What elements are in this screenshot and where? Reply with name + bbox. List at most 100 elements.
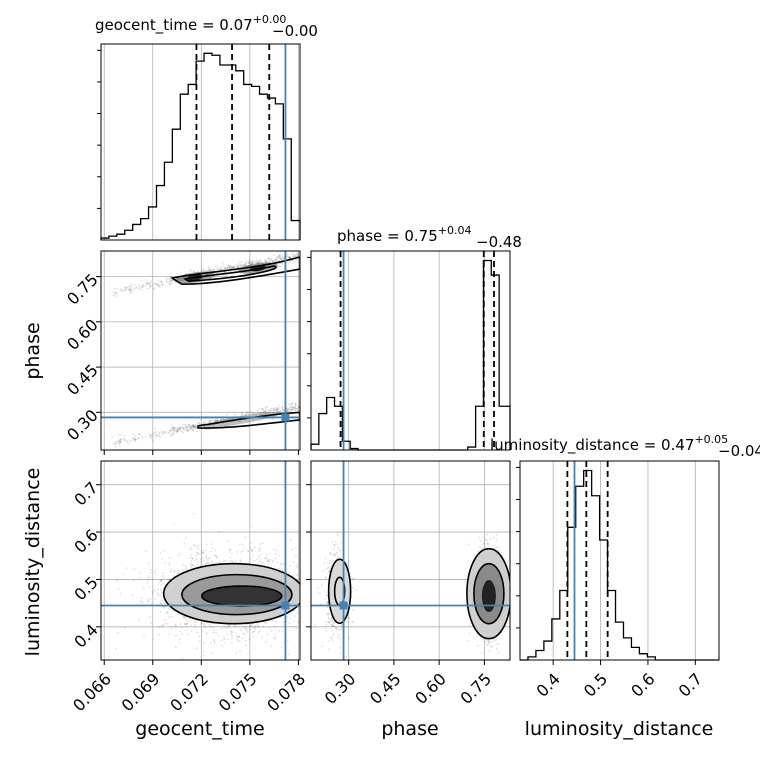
sample-point [256, 411, 259, 414]
sample-point [114, 442, 117, 445]
sample-point [176, 428, 179, 431]
sample-point [274, 632, 277, 635]
sample-point [231, 267, 234, 269]
sample-point [143, 634, 145, 637]
sample-point [137, 436, 139, 439]
sample-point [493, 536, 496, 539]
sample-point [175, 624, 178, 627]
sample-point [187, 620, 190, 623]
sample-point [325, 568, 328, 570]
sample-point [264, 409, 266, 412]
sample-point [122, 573, 125, 575]
sample-point [164, 561, 167, 564]
sample-point [270, 408, 273, 410]
sample-point [489, 645, 492, 647]
sample-point [482, 536, 485, 539]
sample-point [340, 628, 343, 631]
sample-point [174, 634, 176, 637]
sample-point [238, 261, 241, 264]
sample-point [259, 259, 262, 262]
sample-point [160, 591, 163, 594]
sample-point [145, 435, 148, 438]
sample-point [486, 542, 489, 545]
sample-point [191, 564, 194, 567]
sample-point [146, 281, 149, 284]
sample-point [498, 550, 500, 553]
sample-point [223, 267, 226, 270]
panel-frame [519, 460, 720, 661]
histogram-step [520, 469, 719, 661]
sample-point [258, 547, 260, 550]
sample-point [190, 566, 193, 569]
sample-point [183, 616, 186, 619]
sample-point [347, 636, 350, 639]
sample-point [134, 438, 137, 441]
panel-scatter-luminosity-distance-vs-phase: 0.30 0.45 0.60 0.75 [306, 460, 511, 708]
sample-point [257, 555, 260, 558]
sample-point [289, 539, 292, 542]
sample-point [140, 599, 142, 602]
sample-point [282, 411, 285, 414]
sample-point [251, 554, 254, 557]
sample-point [158, 286, 161, 288]
sample-point [153, 571, 156, 573]
sample-point [330, 618, 333, 621]
sample-point [177, 428, 180, 431]
sample-point [214, 631, 216, 634]
y-tick-label: 0.45 [63, 360, 102, 399]
sample-point [128, 287, 131, 290]
sample-point [184, 424, 187, 426]
sample-point [291, 409, 294, 412]
sample-point [487, 640, 490, 642]
sample-point [211, 547, 214, 549]
sample-point [190, 629, 193, 632]
sample-point [333, 633, 336, 635]
sample-point [254, 647, 257, 649]
sample-point [201, 630, 204, 633]
sample-point [216, 267, 219, 270]
sample-point [141, 435, 144, 438]
sample-point [340, 624, 343, 626]
sample-point [251, 262, 254, 264]
sample-point [196, 422, 199, 425]
sample-point [234, 625, 237, 628]
sample-point [160, 599, 163, 602]
sample-point [288, 403, 290, 406]
sample-point [229, 627, 232, 630]
sample-point [176, 429, 179, 432]
sample-point [264, 557, 266, 560]
sample-point [247, 412, 250, 415]
sample-point [205, 561, 208, 564]
sample-point [477, 644, 479, 647]
sample-point [198, 429, 201, 432]
sample-point [113, 287, 116, 290]
sample-point [163, 581, 166, 584]
sample-point [294, 406, 296, 408]
sample-point [244, 263, 247, 266]
sample-point [196, 552, 199, 555]
sample-point [231, 635, 234, 637]
sample-point [236, 550, 238, 553]
sample-point [160, 579, 163, 582]
sample-point [159, 594, 162, 596]
sample-point [160, 280, 163, 283]
sample-point [126, 440, 129, 443]
sample-point [253, 546, 256, 549]
sample-point [257, 631, 260, 634]
sample-point [273, 565, 276, 568]
sample-point [149, 436, 152, 438]
y-tick-label: 0.75 [63, 270, 102, 309]
sample-point [239, 263, 242, 266]
sample-point [208, 420, 211, 423]
sample-point [141, 279, 144, 282]
sample-point [248, 260, 251, 263]
x-tick-label: 0.4 [532, 669, 563, 700]
sample-point [228, 551, 231, 554]
sample-point [271, 259, 274, 262]
sample-point [195, 554, 198, 557]
sample-point [249, 260, 251, 263]
sample-point [328, 621, 330, 624]
sample-point [231, 266, 234, 268]
sample-point [200, 560, 203, 563]
sample-point [267, 256, 270, 259]
